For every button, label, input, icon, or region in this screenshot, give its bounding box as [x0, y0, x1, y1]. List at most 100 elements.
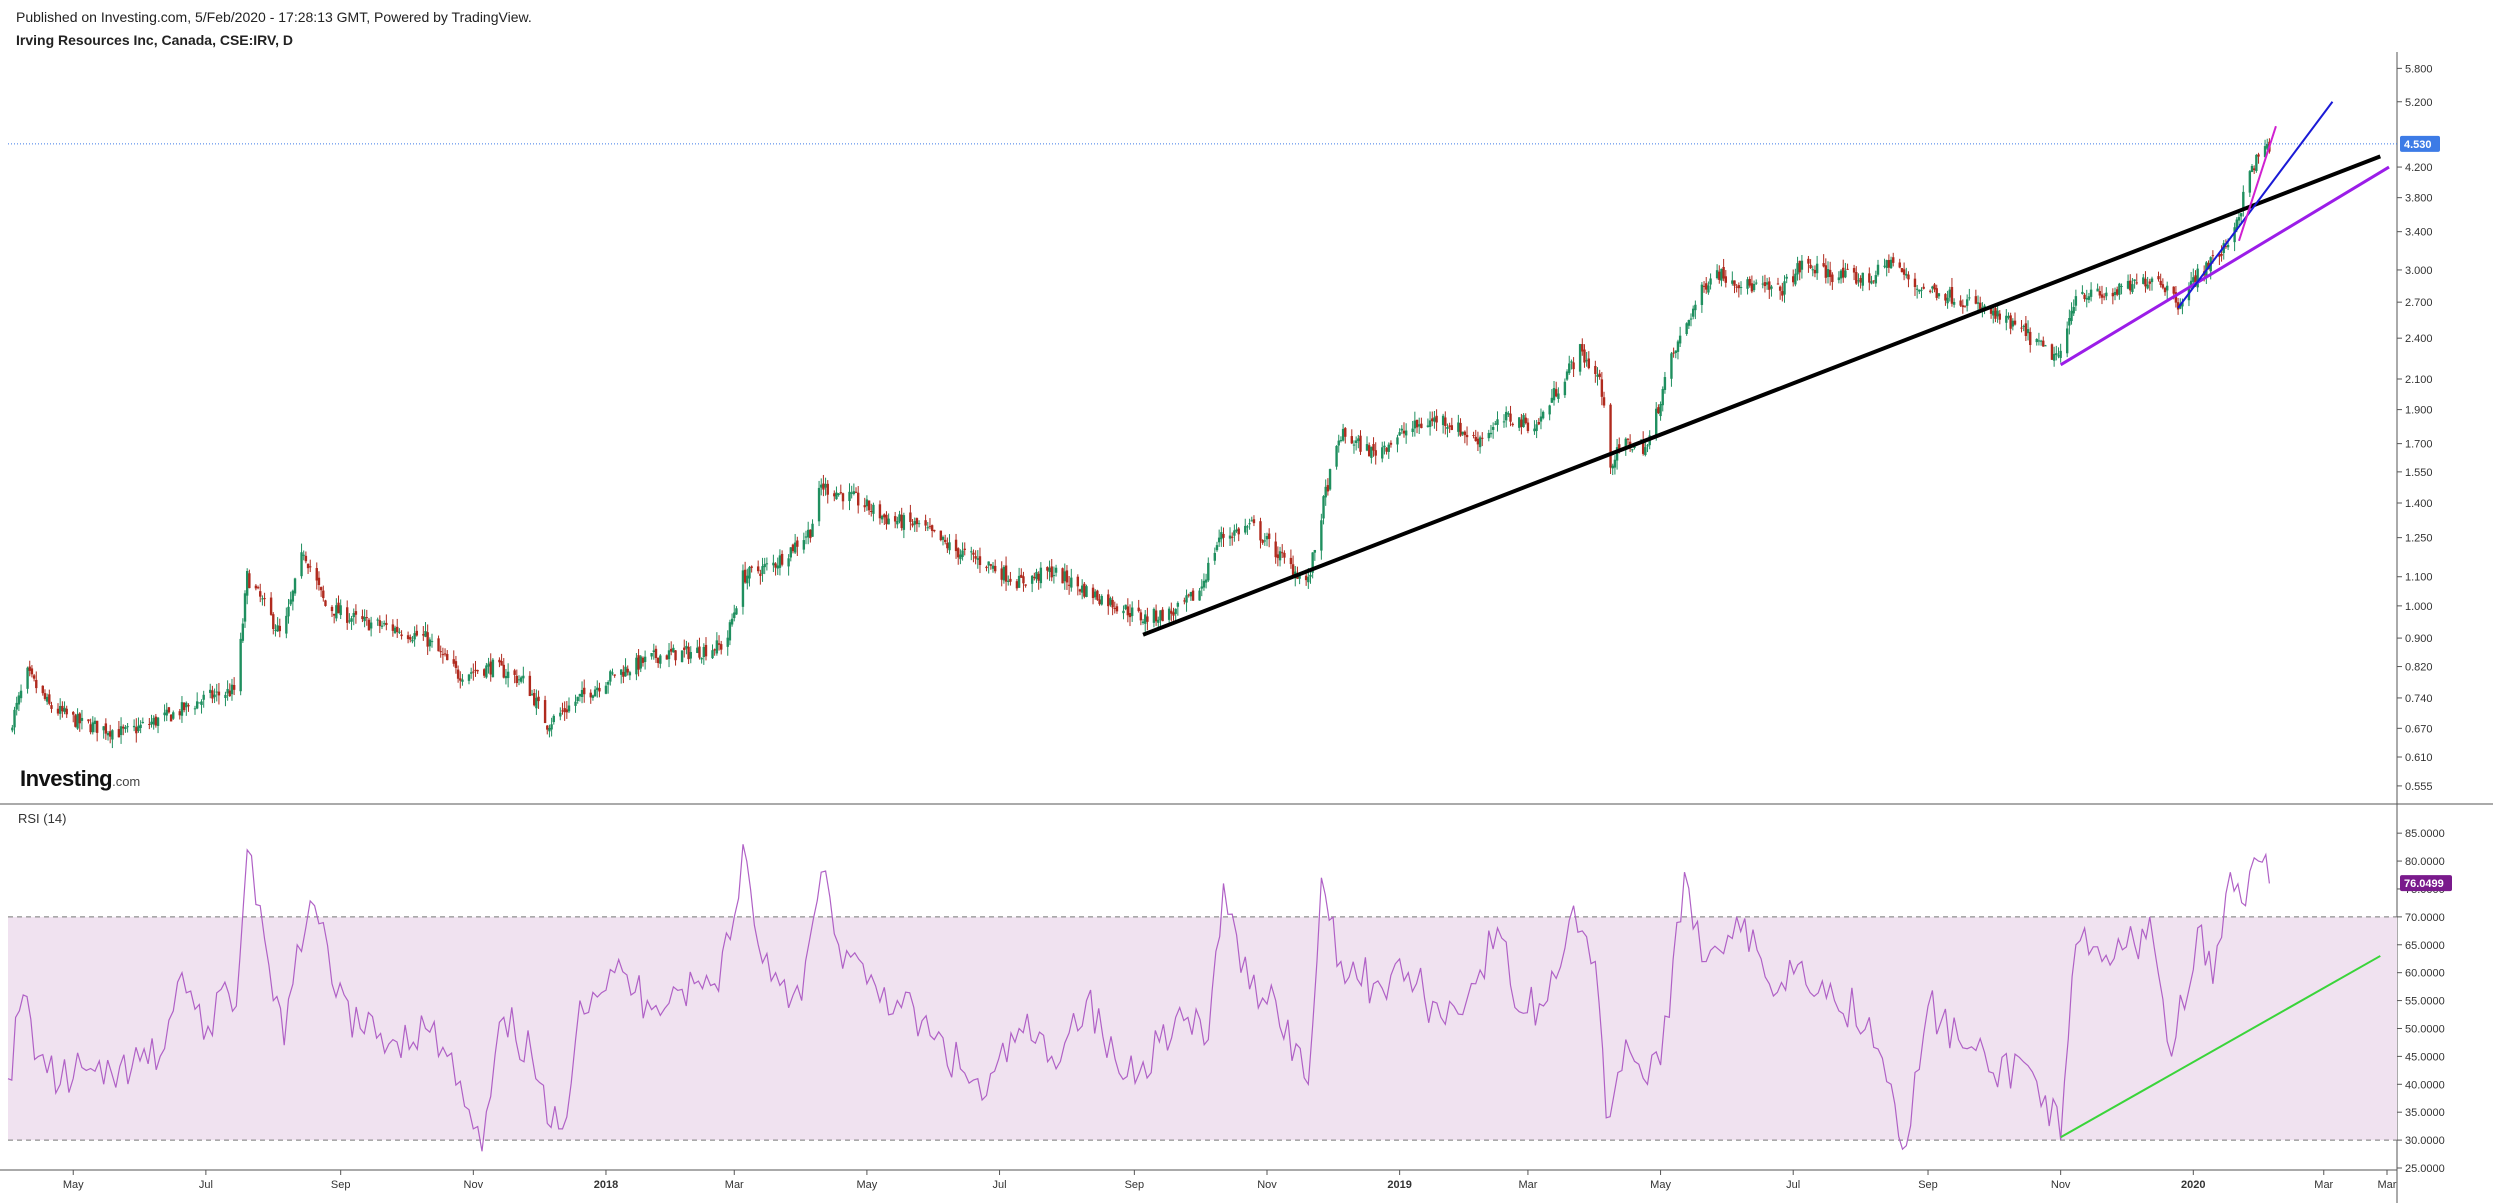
candle-body: [1191, 590, 1195, 601]
candle-body: [396, 626, 399, 632]
candle-up: [2037, 332, 2041, 346]
candle-body: [911, 523, 914, 526]
candle-body: [696, 647, 699, 653]
candle-down: [89, 718, 92, 735]
candle-body: [726, 637, 729, 647]
rsi-y-tick-label: 50.0000: [2405, 1023, 2445, 1035]
candle-body: [1246, 526, 1249, 528]
candle-down: [30, 665, 34, 678]
candle-up: [2089, 282, 2093, 302]
candle-up: [1441, 413, 1445, 434]
candle-down: [1431, 411, 1434, 427]
candle-body: [2087, 296, 2091, 300]
candle-body: [1783, 281, 1786, 295]
candle-body: [213, 694, 216, 698]
candle-body: [948, 542, 951, 551]
candle-body: [1755, 282, 1758, 284]
candle-body: [1461, 431, 1464, 435]
price-y-tick-label: 1.000: [2405, 601, 2433, 613]
candle-body: [1248, 523, 1251, 525]
candle-body: [289, 599, 292, 605]
candle-up: [1885, 259, 1888, 277]
candle-down: [1344, 426, 1347, 444]
candle-down: [1855, 266, 1858, 285]
candle-down: [2135, 273, 2138, 285]
candle-up: [469, 667, 473, 679]
candle-down: [1868, 267, 1871, 291]
candle-body: [1222, 533, 1225, 538]
candle-body: [659, 655, 662, 664]
candle-down: [2115, 286, 2119, 297]
candle-body: [789, 547, 792, 558]
rsi-last-value-badge: [2400, 875, 2452, 892]
candle-body: [1794, 273, 1797, 285]
candle-body: [1541, 411, 1545, 419]
candle-body: [635, 657, 638, 675]
candle-body: [624, 666, 627, 677]
candle-body: [1572, 362, 1575, 370]
candle-body: [1385, 447, 1388, 452]
rsi-y-tick-label: 40.0000: [2405, 1079, 2445, 1091]
candle-body: [117, 729, 121, 738]
candle-up: [559, 707, 562, 721]
candle-up: [1413, 411, 1417, 437]
candle-body: [926, 527, 929, 529]
candle-body: [1328, 469, 1332, 490]
candle-down: [1722, 258, 1725, 282]
candle-body: [254, 585, 258, 589]
candle-body: [1189, 591, 1193, 597]
candle-body: [1446, 426, 1449, 429]
candle-body: [2120, 285, 2123, 287]
candle-body: [139, 724, 142, 729]
candle-body: [880, 515, 884, 520]
candle-body: [1618, 444, 1621, 453]
candle-down: [476, 669, 479, 674]
candle-body: [1657, 407, 1660, 414]
candle-body: [413, 633, 416, 640]
candle-up: [959, 549, 962, 565]
candle-down: [1187, 593, 1190, 598]
candle-down: [1935, 284, 1938, 301]
candle-body: [2074, 296, 2078, 306]
candle-body: [1961, 305, 1965, 308]
candle-up: [2074, 289, 2078, 311]
candle-body: [106, 732, 110, 736]
candle-down: [2102, 293, 2106, 301]
candle-body: [1496, 419, 1499, 425]
candle-up: [715, 632, 719, 656]
candle-body: [1024, 584, 1027, 586]
candle-up: [961, 542, 964, 561]
candle-up: [1952, 298, 1956, 308]
candle-down: [1824, 258, 1828, 284]
candle-body: [613, 674, 616, 676]
candle-down: [122, 724, 125, 736]
symbol-title: Irving Resources Inc, Canada, CSE:IRV, D: [16, 32, 293, 48]
candle-body: [1322, 496, 1325, 519]
candle-down: [909, 504, 912, 531]
candle-down: [2220, 245, 2223, 262]
candle-down: [1511, 422, 1514, 427]
candle-down: [367, 617, 371, 631]
candle-body: [1900, 268, 1904, 273]
candle-body: [2096, 288, 2099, 292]
candle-up: [580, 681, 584, 704]
candle-up: [1837, 271, 1841, 284]
candle-body: [1107, 594, 1110, 607]
candle-body: [2024, 323, 2028, 336]
x-tick-label: 2020: [2181, 1179, 2205, 1191]
candle-body: [548, 727, 551, 732]
candle-body: [2237, 217, 2241, 221]
candle-body: [272, 614, 275, 630]
rsi-y-tick-label: 25.0000: [2405, 1163, 2445, 1175]
candle-body: [2022, 325, 2025, 327]
candle-body: [1611, 465, 1614, 469]
candle-up: [2007, 312, 2010, 320]
candle-up: [1491, 422, 1495, 439]
candle-up: [2166, 281, 2169, 300]
candle-up: [702, 643, 706, 665]
candle-up: [735, 606, 738, 615]
candle-down: [589, 689, 592, 704]
candle-up: [1381, 441, 1384, 463]
candle-body: [2009, 315, 2012, 329]
